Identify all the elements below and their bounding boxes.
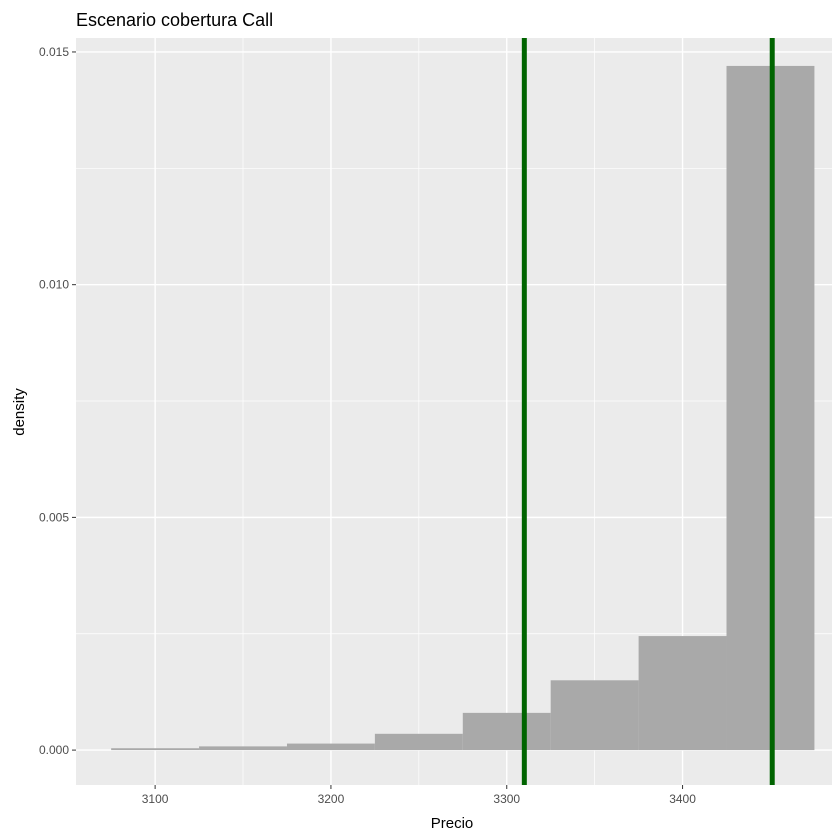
x-axis: 3100 3200 3300 3400 (142, 785, 696, 806)
x-tick-label: 3400 (669, 792, 696, 806)
y-tick-label: 0.005 (39, 510, 69, 524)
x-tick-label: 3100 (142, 792, 169, 806)
histogram-bar-3 (286, 743, 375, 751)
histogram-bar-1 (111, 748, 200, 751)
histogram-bar-2 (199, 746, 287, 751)
y-axis: 0.000 0.005 0.010 0.015 (39, 45, 76, 757)
y-tick-label: 0.015 (39, 45, 69, 59)
chart-title: Escenario cobertura Call (76, 10, 273, 30)
histogram-bar-7 (638, 636, 727, 751)
x-tick-label: 3300 (493, 792, 520, 806)
x-axis-title: Precio (431, 815, 474, 832)
y-tick-label: 0.000 (39, 743, 69, 757)
histogram-bar-4 (374, 733, 463, 751)
reference-lines (521, 38, 775, 785)
histogram-bar-5 (462, 712, 551, 751)
x-tick-label: 3200 (318, 792, 345, 806)
y-tick-label: 0.010 (39, 278, 69, 292)
y-axis-title: density (11, 388, 28, 436)
histogram-bar-6 (550, 680, 639, 751)
